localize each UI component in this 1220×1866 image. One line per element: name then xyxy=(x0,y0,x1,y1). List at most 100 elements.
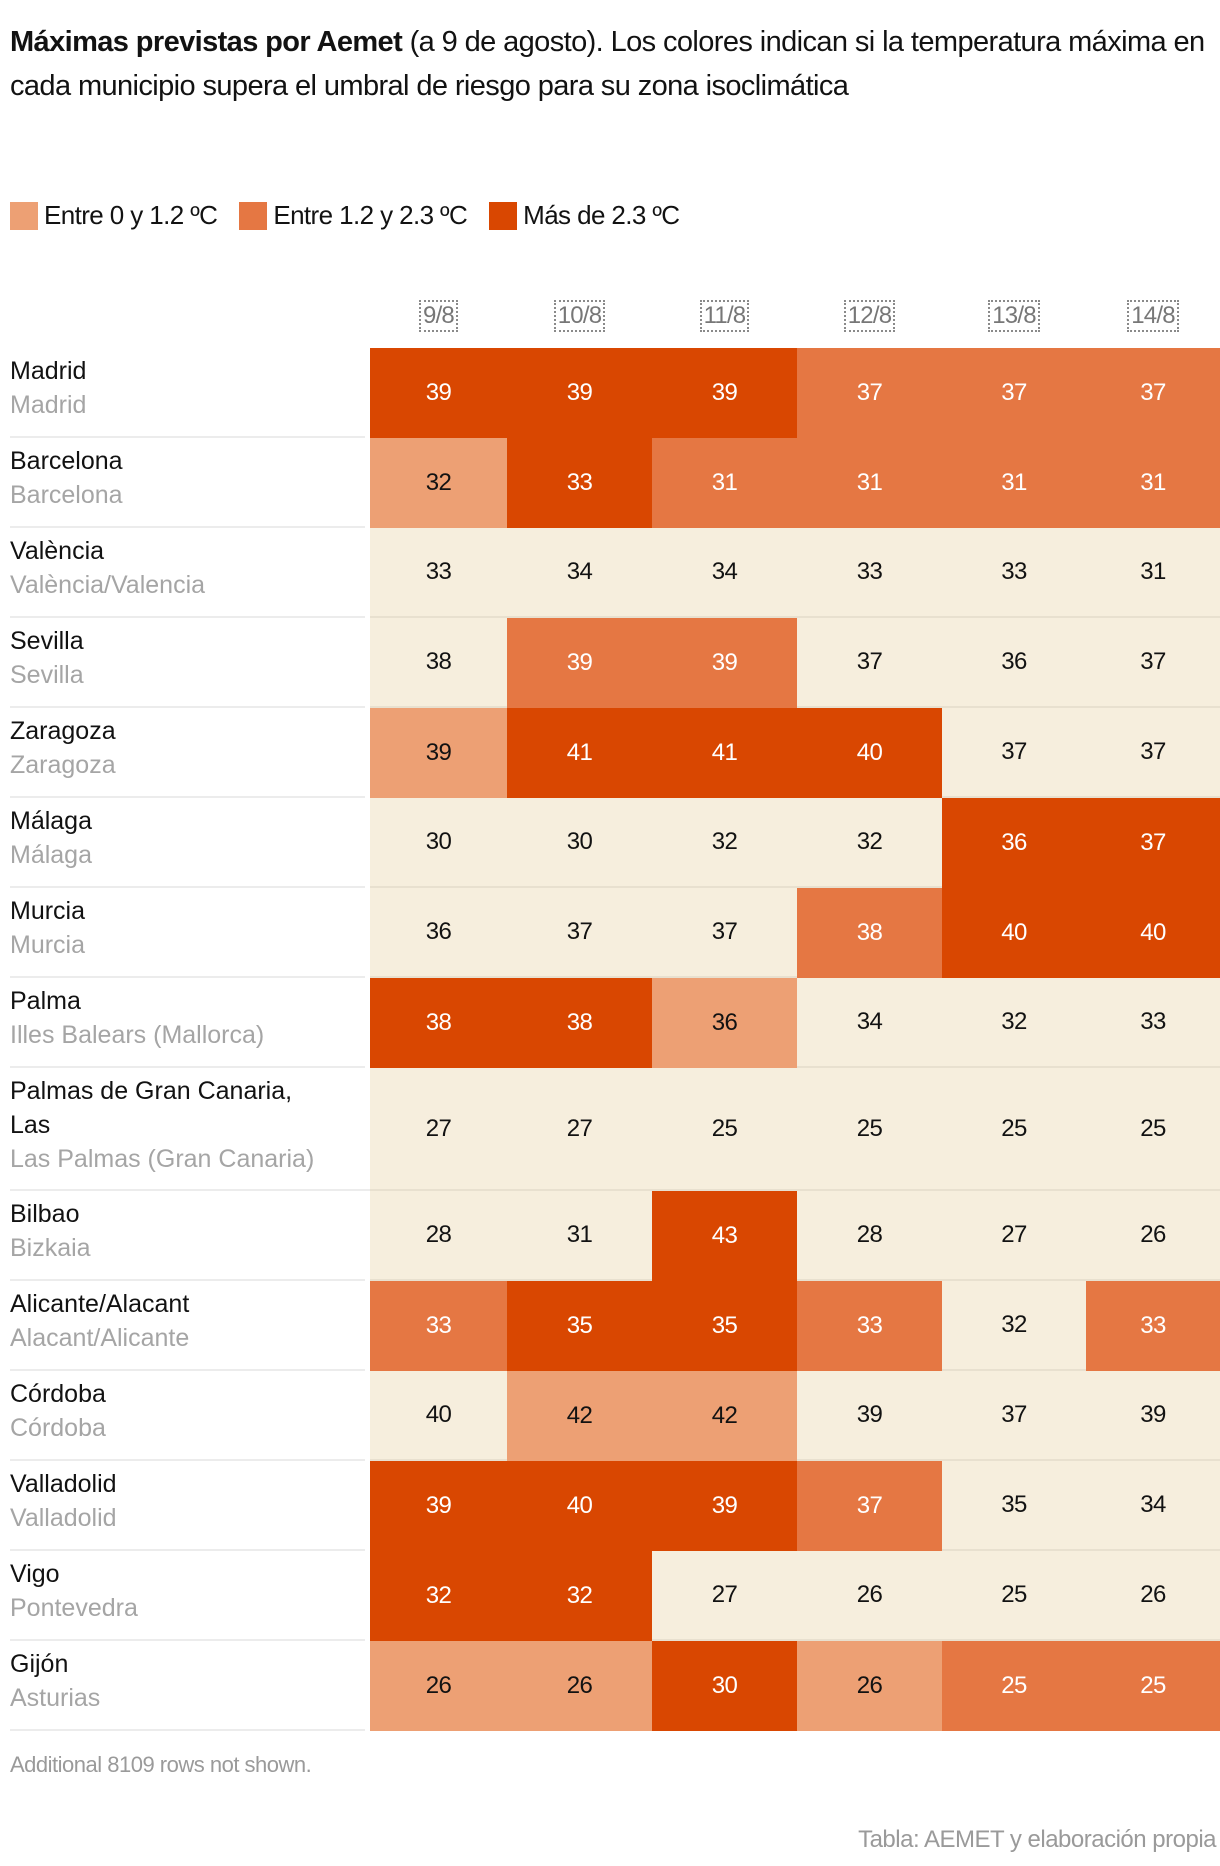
heatmap-cell-none: 26 xyxy=(797,1551,942,1641)
heatmap-cell-none: 37 xyxy=(1086,708,1220,798)
legend-label-medium: Entre 1.2 y 2.3 ºC xyxy=(273,200,468,230)
heatmap-cell-strong: 35 xyxy=(652,1281,797,1371)
heatmap-cell-none: 26 xyxy=(1086,1191,1220,1281)
heatmap-cell-none: 32 xyxy=(797,798,942,888)
municipio-name: Bilbao xyxy=(10,1200,80,1228)
provincia-name: Barcelona xyxy=(10,481,123,509)
table-row: Palma Illes Balears (Mallorca) 38 38 36 34 32 3… xyxy=(10,978,1220,1068)
heatmap-cell-strong: 43 xyxy=(652,1191,797,1281)
heatmap-cell-medium: 33 xyxy=(370,1281,507,1371)
heatmap-cell-strong: 37 xyxy=(1086,798,1220,888)
heatmap-cell-none: 31 xyxy=(507,1191,652,1281)
row-label: Palmas de Gran Canaria, Las Las Palmas (G… xyxy=(10,1068,370,1191)
heatmap-cell-medium: 31 xyxy=(942,438,1086,528)
heatmap-cell-strong: 30 xyxy=(652,1641,797,1731)
column-header[interactable]: 13/8 xyxy=(942,300,1086,332)
row-label: Bilbao Bizkaia xyxy=(10,1191,365,1281)
heatmap-cell-none: 27 xyxy=(370,1068,507,1191)
column-header-label: 12/8 xyxy=(843,300,896,332)
provincia-name: Córdoba xyxy=(10,1414,106,1442)
column-header[interactable]: 10/8 xyxy=(507,300,652,332)
table-row: Córdoba Córdoba 40 42 42 39 37 39 xyxy=(10,1371,1220,1461)
column-header[interactable]: 14/8 xyxy=(1086,300,1220,332)
municipio-name: Gijón xyxy=(10,1650,69,1678)
municipio-name: Córdoba xyxy=(10,1380,106,1408)
legend-swatch-light xyxy=(10,201,38,230)
heatmap-cell-medium: 37 xyxy=(1086,348,1220,438)
heatmap-cell-medium: 31 xyxy=(797,438,942,528)
chart-title: Máximas previstas por Aemet (a 9 de agos… xyxy=(10,20,1210,108)
heatmap-cell-strong: 39 xyxy=(370,1461,507,1551)
heatmap-cell-none: 25 xyxy=(942,1551,1086,1641)
heatmap-cell-none: 33 xyxy=(797,528,942,618)
heatmap-cell-none: 36 xyxy=(370,888,507,978)
heatmap-cell-none: 26 xyxy=(1086,1551,1220,1641)
municipio-name: Alicante/Alacant xyxy=(10,1290,190,1318)
municipio-name: Palmas de Gran Canaria, Las xyxy=(10,1077,293,1139)
municipio-name: València xyxy=(10,537,105,565)
column-header-label: 10/8 xyxy=(553,300,606,332)
heatmap-cell-none: 30 xyxy=(507,798,652,888)
column-header[interactable]: 11/8 xyxy=(652,300,797,332)
row-label: Palma Illes Balears (Mallorca) xyxy=(10,978,365,1068)
heatmap-cell-none: 27 xyxy=(507,1068,652,1191)
legend-swatch-strong xyxy=(489,201,518,230)
heatmap-cell-light: 42 xyxy=(507,1371,652,1461)
heatmap-cell-none: 25 xyxy=(942,1068,1086,1191)
heatmap-cell-strong: 39 xyxy=(652,1461,797,1551)
table-row: Bilbao Bizkaia 28 31 43 28 27 26 xyxy=(10,1191,1220,1281)
heatmap-cell-none: 27 xyxy=(652,1551,797,1641)
provincia-name: València/Valencia xyxy=(10,571,206,599)
heatmap-cell-none: 28 xyxy=(370,1191,507,1281)
municipio-name: Palma xyxy=(10,987,81,1015)
heatmap-cell-strong: 32 xyxy=(507,1551,652,1641)
heatmap-cell-none: 37 xyxy=(797,618,942,708)
heatmap-cell-strong: 39 xyxy=(652,348,797,438)
legend-item-medium: Entre 1.2 y 2.3 ºC xyxy=(239,200,468,231)
heatmap-cell-medium: 33 xyxy=(797,1281,942,1371)
row-label: València València/Valencia xyxy=(10,528,365,618)
legend-item-light: Entre 0 y 1.2 ºC xyxy=(10,200,218,231)
heatmap-cell-none: 37 xyxy=(1086,618,1220,708)
row-label: Vigo Pontevedra xyxy=(10,1551,365,1641)
heatmap-cell-medium: 38 xyxy=(797,888,942,978)
municipio-name: Zaragoza xyxy=(10,717,116,745)
heatmap-cell-none: 32 xyxy=(652,798,797,888)
heatmap-cell-none: 32 xyxy=(942,978,1086,1068)
provincia-name: Valladolid xyxy=(10,1504,117,1532)
heatmap-cell-none: 40 xyxy=(370,1371,507,1461)
column-header-label: 14/8 xyxy=(1127,300,1179,332)
chart-title-rest: (a 9 de agosto). Los colores indican si … xyxy=(10,26,1205,102)
heatmap-cell-none: 32 xyxy=(942,1281,1086,1371)
heatmap-cell-strong: 38 xyxy=(370,978,507,1068)
heatmap-cell-strong: 38 xyxy=(507,978,652,1068)
municipio-name: Valladolid xyxy=(10,1470,117,1498)
source-credit: Tabla: AEMET y elaboración propia xyxy=(858,1826,1216,1853)
table-row: València València/Valencia 33 34 34 33 33 31 xyxy=(10,528,1220,618)
heatmap-cell-none: 34 xyxy=(797,978,942,1068)
heatmap-cell-none: 27 xyxy=(942,1191,1086,1281)
legend-item-strong: Más de 2.3 ºC xyxy=(489,200,680,231)
table-row: Sevilla Sevilla 38 39 39 37 36 37 xyxy=(10,618,1220,708)
column-header-label: 11/8 xyxy=(699,300,750,332)
row-label: Valladolid Valladolid xyxy=(10,1461,365,1551)
heatmap-cell-medium: 37 xyxy=(797,1461,942,1551)
table-row: Vigo Pontevedra 32 32 27 26 25 26 xyxy=(10,1551,1220,1641)
column-header[interactable]: 9/8 xyxy=(370,300,507,332)
municipio-name: Murcia xyxy=(10,897,86,925)
chart-title-bold: Máximas previstas por Aemet xyxy=(10,26,403,58)
table-row: Madrid Madrid 39 39 39 37 37 37 xyxy=(10,348,1220,438)
heatmap-cell-medium: 31 xyxy=(652,438,797,528)
provincia-name: Madrid xyxy=(10,391,87,419)
heatmap-cell-none: 33 xyxy=(370,528,507,618)
heatmap-cell-strong: 41 xyxy=(652,708,797,798)
heatmap-cell-strong: 39 xyxy=(370,348,507,438)
heatmap-cell-none: 30 xyxy=(370,798,507,888)
column-header[interactable]: 12/8 xyxy=(797,300,942,332)
provincia-name: Asturias xyxy=(10,1684,101,1712)
heatmap-cell-none: 33 xyxy=(1086,978,1220,1068)
row-label: Barcelona Barcelona xyxy=(10,438,365,528)
heatmap-cell-none: 36 xyxy=(942,618,1086,708)
heatmap-cell-strong: 40 xyxy=(942,888,1086,978)
heatmap-cell-medium: 25 xyxy=(942,1641,1086,1731)
